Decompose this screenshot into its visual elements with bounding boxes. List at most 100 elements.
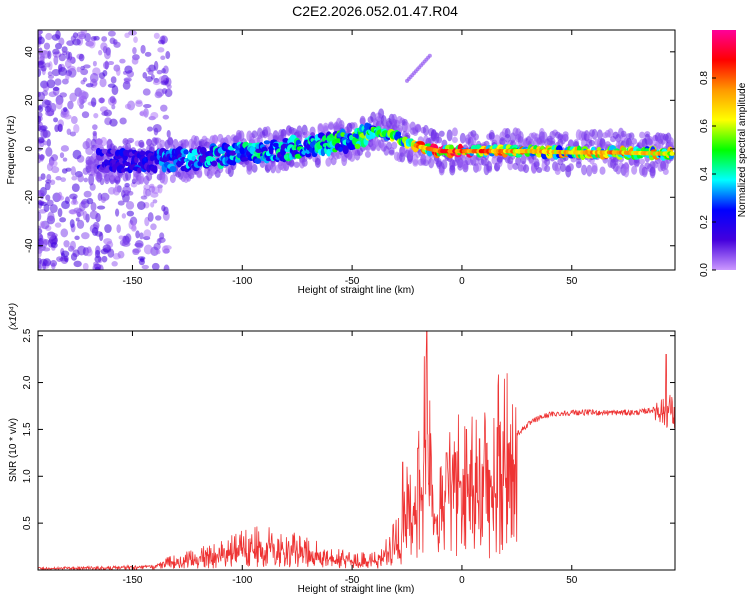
noise-blob: [147, 69, 154, 76]
noise-blob: [131, 57, 139, 65]
noise-blob: [41, 99, 51, 108]
band-blob: [391, 141, 398, 150]
bottom-x-tick-label: 50: [566, 575, 578, 586]
noise-blob: [124, 65, 133, 74]
band-blob: [646, 139, 653, 146]
noise-blob: [126, 210, 135, 217]
ridge-blob: [181, 153, 186, 158]
band-blob: [138, 172, 145, 184]
noise-blob: [66, 40, 75, 46]
band-blob: [436, 136, 443, 144]
band-blob: [639, 158, 646, 165]
noise-blob: [38, 138, 45, 143]
noise-blob: [52, 48, 60, 55]
noise-blob: [123, 77, 132, 82]
band-blob: [96, 171, 103, 183]
noise-blob: [117, 250, 125, 259]
noise-blob: [94, 266, 101, 270]
noise-blob: [64, 255, 69, 263]
noise-blob: [60, 250, 70, 258]
noise-blob: [46, 79, 56, 89]
top-y-axis: -40 -20 0 20 40: [24, 46, 675, 253]
band-blob: [96, 138, 103, 149]
colorbar-gradient: [712, 30, 736, 270]
noise-blob: [157, 47, 165, 53]
band-blob: [251, 130, 258, 139]
top-x-axis-label: Height of straight line (km): [298, 285, 415, 296]
band-blob: [364, 150, 371, 158]
noise-blob: [82, 77, 88, 82]
noise-blob: [153, 127, 159, 136]
band-blob: [441, 159, 448, 170]
band-blob: [586, 164, 593, 177]
noise-blob: [69, 240, 76, 251]
noise-blob: [71, 183, 80, 192]
noise-blob: [139, 110, 148, 117]
noise-blob: [55, 30, 61, 40]
noise-blob: [40, 128, 48, 139]
ridge-blob: [137, 167, 142, 174]
noise-blob: [63, 240, 70, 248]
noise-blob: [86, 197, 94, 205]
noise-blob: [47, 71, 53, 77]
noise-blob: [100, 196, 106, 203]
noise-blob: [119, 239, 127, 247]
spectrogram-panel: -150 -100 -50 0 50 -40 -20 0 20 40 Height of str…: [6, 29, 676, 296]
noise-blob: [82, 262, 89, 270]
band-blob: [504, 128, 511, 139]
ridge-blob: [283, 154, 289, 160]
noise-blob: [59, 152, 65, 159]
noise-blob: [59, 92, 68, 98]
noise-blob: [39, 258, 48, 267]
ridge-blob: [272, 142, 279, 148]
band-blob: [520, 154, 527, 165]
noise-blob: [107, 83, 116, 88]
noise-blob: [77, 245, 86, 256]
noise-blob: [125, 201, 135, 210]
bottom-x-tick-label: -100: [232, 575, 252, 586]
noise-blob: [61, 168, 68, 174]
noise-blob: [107, 186, 116, 195]
band-blob: [183, 140, 190, 147]
colorbar-tick-label: 0.8: [699, 71, 710, 85]
band-blob: [588, 139, 595, 147]
noise-blob: [140, 195, 148, 200]
band-blob: [172, 138, 179, 149]
noise-blob: [162, 114, 170, 120]
noise-blob: [96, 205, 106, 210]
bottom-y-tick-label: 0.5: [22, 516, 33, 530]
ridge-blob: [395, 131, 402, 137]
noise-blob: [76, 219, 85, 229]
band-blob: [125, 170, 132, 181]
band-blob: [567, 139, 574, 148]
band-blob: [399, 152, 406, 163]
ridge-blob: [134, 156, 139, 164]
colorbar-tick-label: 0.6: [699, 119, 710, 133]
noise-blob: [161, 205, 166, 212]
noise-blob: [70, 199, 79, 206]
ridge-blob: [340, 132, 346, 137]
colorbar-tick-label: 0.2: [699, 215, 710, 229]
noise-blob: [53, 55, 59, 66]
noise-blob: [38, 200, 45, 205]
noise-blob: [83, 190, 92, 198]
noise-blob: [72, 149, 82, 160]
noise-blob: [117, 200, 125, 206]
noise-blob: [38, 60, 46, 69]
band-blob: [388, 149, 395, 156]
colorbar-label: Normalized spectral amplitude: [737, 82, 748, 217]
noise-blob: [55, 175, 62, 181]
noise-blob: [45, 110, 55, 117]
noise-blob: [51, 154, 59, 162]
noise-blob: [143, 244, 153, 255]
band-blob: [349, 153, 356, 162]
band-blob: [523, 164, 530, 174]
noise-blob: [101, 111, 109, 116]
noise-blob: [38, 154, 42, 164]
band-blob: [623, 162, 630, 170]
band-blob: [212, 134, 219, 145]
noise-blob: [74, 235, 80, 241]
ridge-blob: [169, 165, 177, 173]
band-blob: [270, 161, 277, 174]
noise-blob: [43, 42, 51, 50]
